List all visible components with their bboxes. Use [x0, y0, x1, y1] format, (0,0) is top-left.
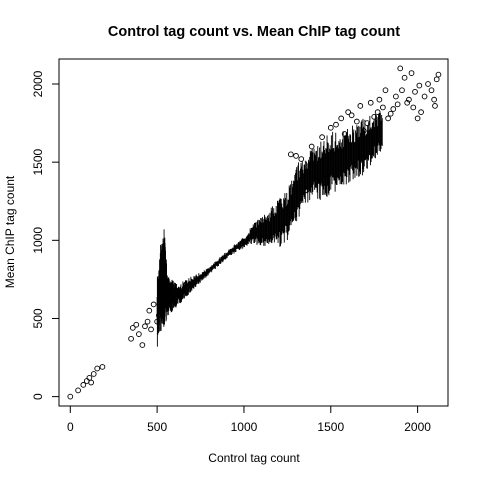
data-point — [86, 375, 93, 381]
data-point — [435, 71, 442, 78]
data-point — [144, 318, 151, 325]
data-point — [432, 103, 438, 109]
data-point — [341, 131, 348, 137]
y-axis: 0 500 1000 1500 2000 — [31, 70, 60, 400]
x-tick-label: 500 — [147, 420, 167, 434]
data-point — [314, 178, 320, 184]
data-point — [385, 115, 391, 122]
x-axis: 0 500 1000 1500 2000 — [67, 405, 431, 434]
data-point — [150, 301, 157, 308]
data-point — [90, 371, 97, 377]
data-point — [146, 307, 153, 314]
data-point — [136, 331, 142, 337]
data-point — [376, 96, 383, 103]
data-point — [418, 109, 424, 115]
data-point — [154, 318, 160, 325]
data-point — [412, 88, 418, 95]
data-point — [421, 93, 428, 100]
data-point — [88, 379, 94, 386]
data-point — [364, 120, 371, 126]
data-point — [319, 134, 325, 141]
data-point — [161, 293, 167, 300]
data-point — [128, 335, 134, 342]
y-axis-label: Mean ChIP tag count — [3, 175, 17, 288]
data-point — [397, 65, 404, 72]
x-tick-label: 2000 — [404, 420, 431, 434]
y-tick-label: 0 — [31, 393, 45, 400]
x-tick-label: 1000 — [231, 420, 258, 434]
data-point — [380, 104, 386, 111]
data-point — [75, 387, 81, 394]
data-point — [139, 342, 146, 348]
data-point — [353, 118, 360, 125]
data-point — [401, 74, 408, 81]
data-point — [414, 115, 421, 122]
data-point — [298, 156, 305, 162]
data-point — [387, 110, 394, 117]
data-point — [367, 99, 374, 106]
data-point — [393, 93, 399, 100]
data-point — [157, 298, 164, 305]
data-point — [406, 96, 412, 103]
data-point — [345, 109, 352, 115]
x-axis-label: Control tag count — [208, 451, 300, 465]
data-band — [156, 112, 383, 347]
data-point — [293, 153, 299, 159]
data-point — [80, 382, 87, 388]
data-point — [431, 96, 437, 103]
data-point — [374, 109, 381, 115]
data-points — [67, 65, 442, 400]
data-point — [416, 82, 423, 89]
y-tick-label: 2000 — [31, 70, 45, 97]
data-point — [428, 87, 435, 94]
data-point — [148, 326, 154, 333]
y-tick-label: 1500 — [31, 148, 45, 175]
data-point — [433, 76, 440, 83]
y-tick-label: 500 — [31, 308, 45, 328]
x-tick-label: 0 — [67, 420, 74, 434]
data-point — [303, 187, 310, 194]
data-point — [399, 87, 405, 94]
data-point — [327, 124, 334, 131]
x-tick-label: 1500 — [317, 420, 344, 434]
data-point — [382, 87, 389, 94]
data-point — [142, 323, 148, 330]
data-point — [333, 121, 339, 128]
data-point — [338, 115, 345, 122]
chart-title: Control tag count vs. Mean ChIP tag coun… — [108, 24, 400, 40]
data-point — [129, 325, 136, 331]
y-tick-label: 1000 — [31, 227, 45, 254]
data-point — [67, 393, 74, 400]
data-point — [410, 104, 417, 111]
data-point — [394, 101, 401, 108]
data-point — [360, 128, 367, 134]
data-point — [371, 113, 378, 120]
data-point — [348, 112, 355, 119]
data-point — [94, 365, 101, 372]
data-point — [133, 321, 140, 328]
data-point — [99, 364, 106, 370]
data-point — [308, 143, 315, 150]
data-point — [390, 106, 397, 112]
data-point — [404, 99, 411, 106]
data-point — [156, 312, 162, 319]
data-point — [408, 70, 415, 76]
data-point — [357, 103, 364, 109]
data-point — [425, 81, 431, 87]
data-point — [322, 171, 329, 178]
data-point — [287, 151, 294, 158]
